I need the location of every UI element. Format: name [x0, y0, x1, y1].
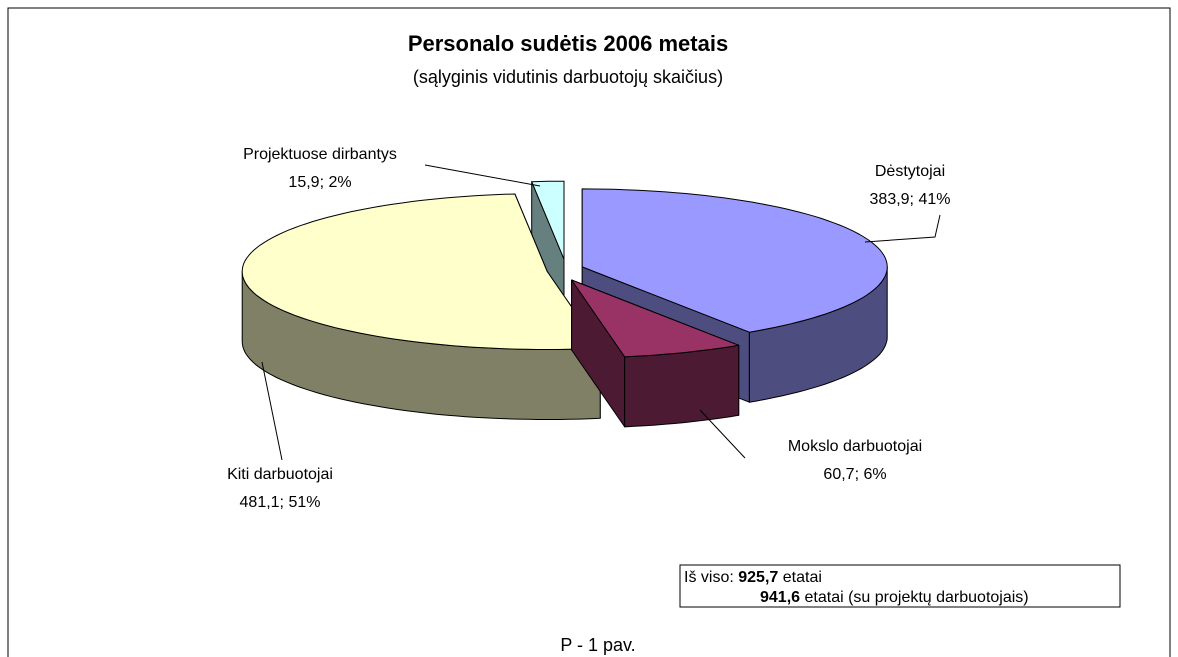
- category-label: Mokslo darbuotojai: [788, 438, 922, 455]
- leader-line: [424, 164, 541, 187]
- slice: [581, 188, 888, 333]
- chart-title: Personalo sudėtis 2006 metais: [408, 31, 728, 56]
- slice: [241, 193, 601, 350]
- category-label: Dėstytojai: [875, 163, 945, 180]
- category-label: Projektuose dirbantys: [243, 146, 397, 163]
- leader-line: [699, 409, 746, 459]
- leader-line: [864, 214, 941, 243]
- note-line: 941,6 etatai (su projektų darbuotojais): [760, 589, 1029, 606]
- note-box: [679, 564, 1121, 608]
- slice: [571, 279, 740, 358]
- note-prefix: Iš viso:: [684, 569, 734, 586]
- slice-side: [624, 344, 740, 428]
- caption: P - 1 pav.: [560, 635, 635, 655]
- chart-frame: [7, 7, 1171, 657]
- note-total: 925,7: [738, 569, 778, 586]
- pie: [241, 180, 888, 428]
- note-line: Iš viso: 925,7 etatai: [684, 569, 822, 586]
- category-label: Kiti darbuotojai: [227, 466, 333, 483]
- labels: Dėstytojai 383,9; 41% Mokslo darbuotojai 60…: [227, 146, 950, 511]
- value-label: 15,9; 2%: [288, 174, 351, 191]
- chart-subtitle: (sąlyginis vidutinis darbuotojų skaičius…: [413, 67, 723, 87]
- value-label: 60,7; 6%: [823, 466, 886, 483]
- note-unit: etatai: [783, 569, 822, 586]
- value-label: 481,1; 51%: [240, 494, 321, 511]
- value-label: 383,9; 41%: [870, 191, 951, 208]
- note-total2: 941,6: [760, 589, 800, 606]
- note-suffix: etatai (su projektų darbuotojais): [805, 589, 1029, 606]
- slice: [531, 180, 565, 260]
- leader-line: [261, 361, 283, 461]
